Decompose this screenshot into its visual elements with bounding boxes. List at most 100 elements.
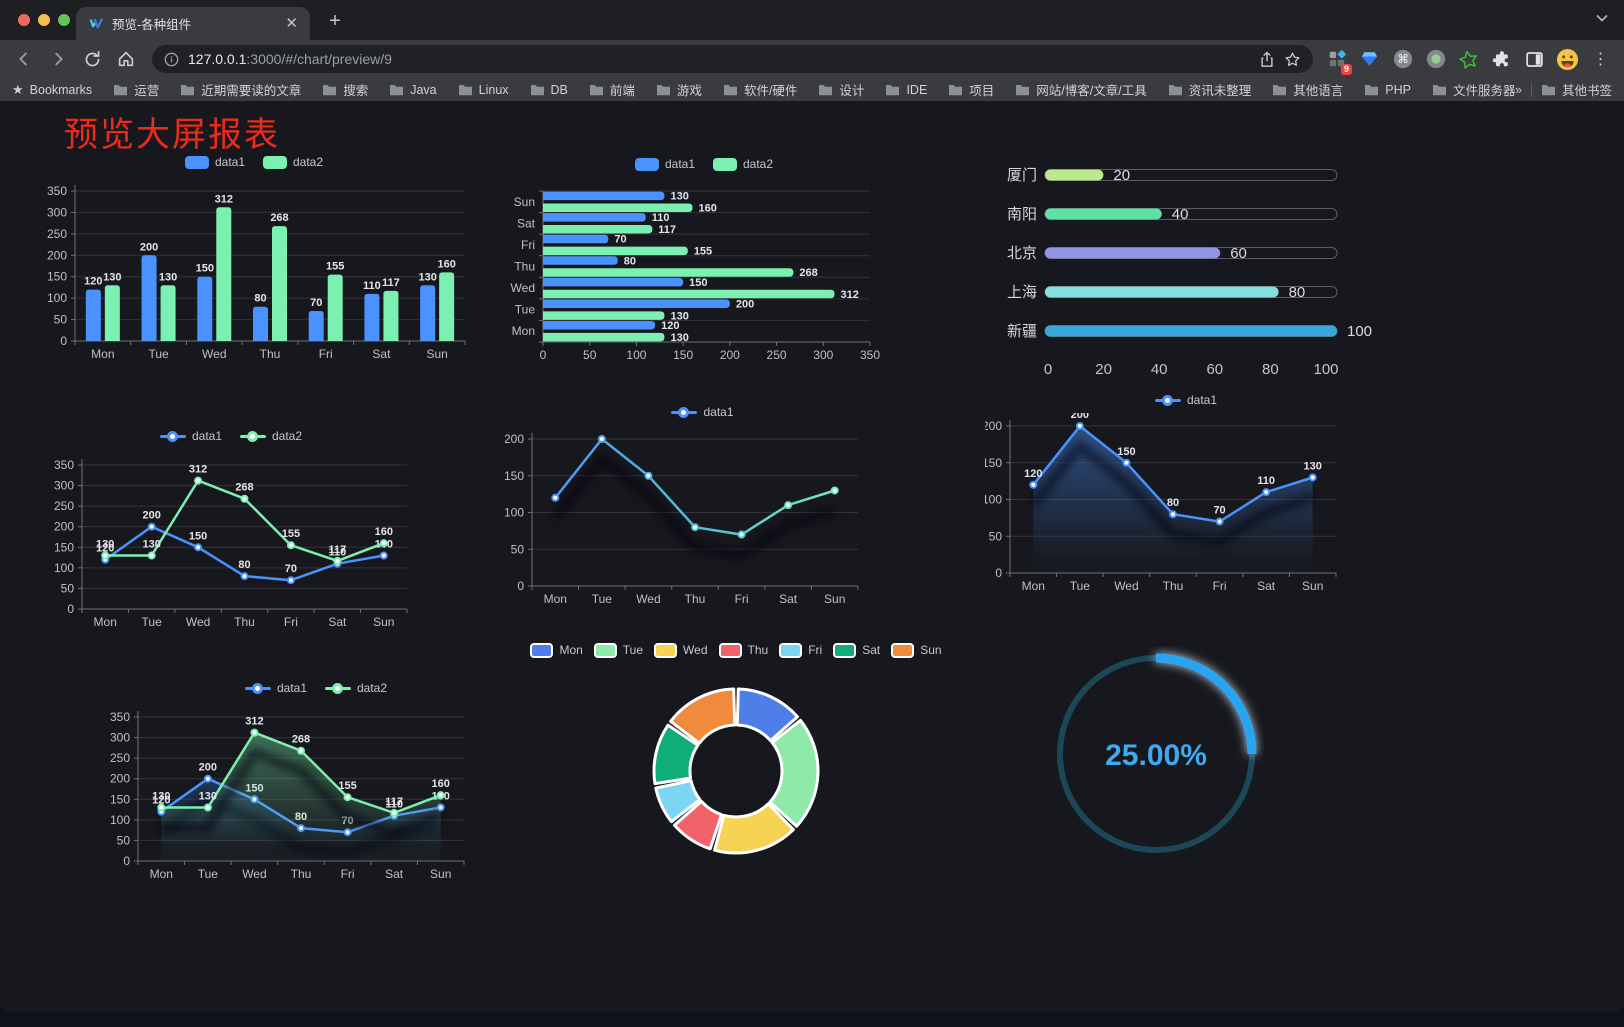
line-legend-marker-icon xyxy=(159,430,186,442)
bookmark-item[interactable]: 软件/硬件 xyxy=(723,80,797,99)
url-text[interactable]: 127.0.0.1:3000/#/chart/preview/9 xyxy=(188,51,1250,67)
svg-text:Sun: Sun xyxy=(373,615,394,629)
svg-text:150: 150 xyxy=(189,530,207,542)
legend-label: data1 xyxy=(1186,393,1218,407)
bookmarks-overflow-chevron[interactable]: » xyxy=(1515,82,1522,97)
chart-progress[interactable]: 厦门 20 南阳 40 北京 60 上海 80 新疆 100 0 20 40 60 80 100 xyxy=(995,159,1385,385)
chart-progress-canvas[interactable]: 厦门 20 南阳 40 北京 60 上海 80 新疆 100 0 20 40 60 80 100 xyxy=(995,159,1385,385)
green-star-extension-icon[interactable] xyxy=(1455,46,1482,73)
bookmark-item[interactable]: 搜索 xyxy=(322,80,368,99)
bookmark-item[interactable]: Linux xyxy=(458,83,509,97)
bar-legend-marker-icon xyxy=(184,155,209,169)
bookmark-item[interactable]: 运营 xyxy=(113,80,159,99)
gem-extension-icon[interactable] xyxy=(1356,46,1383,73)
bookmark-item[interactable]: 游戏 xyxy=(656,80,702,99)
svg-text:50: 50 xyxy=(989,529,1003,543)
chart-line-area-canvas[interactable]: 0 50 100 150 200 Mon Tue Wed Thu Fri Sat Sun 120 200 1… xyxy=(982,409,1387,597)
bookmark-item[interactable]: IDE xyxy=(885,83,927,97)
bookmark-item[interactable]: 资讯未整理 xyxy=(1168,80,1251,99)
bookmark-item[interactable]: Java xyxy=(389,83,437,97)
svg-text:160: 160 xyxy=(375,526,393,538)
legend-item-data2[interactable]: data2 xyxy=(325,681,387,695)
bookmark-star-icon[interactable] xyxy=(1284,51,1301,68)
bookmark-item[interactable]: 项目 xyxy=(948,80,994,99)
bookmark-item[interactable]: 文件服务器 xyxy=(1432,80,1515,99)
bookmark-item[interactable]: 设计 xyxy=(818,80,864,99)
chart-gauge[interactable]: 25.00% xyxy=(1048,646,1264,862)
chart-area-two-canvas[interactable]: 0 50 100 150 200 250 300 350 Mon Tue Wed Thu Fri Sat S… xyxy=(100,701,532,889)
chart-line-area[interactable]: data1 0 50 100 150 200 Mon Tue Wed Thu Fri Sat Sun 12… xyxy=(982,389,1387,599)
share-icon[interactable] xyxy=(1259,51,1275,68)
legend-item-data1[interactable]: data1 xyxy=(244,681,307,695)
legend-item-data2[interactable]: data2 xyxy=(713,157,773,171)
chart-line-gradient[interactable]: data1 0 50 100 150 200 Mon Tue Wed Thu Fri Sat Sun xyxy=(504,401,900,613)
close-window-button[interactable] xyxy=(18,14,30,26)
minimize-window-button[interactable] xyxy=(38,14,50,26)
legend-label: Fri xyxy=(808,643,823,657)
chart-line-two-canvas[interactable]: 0 50 100 150 200 250 300 350 Mon Tue Wed Thu Fri Sat S… xyxy=(42,449,420,637)
legend-item-Sun[interactable]: Sun xyxy=(891,642,942,658)
grid-extension-icon[interactable]: 9 xyxy=(1323,46,1352,75)
extensions-puzzle-icon[interactable] xyxy=(1488,46,1515,73)
bookmarks-manager[interactable]: ★ Bookmarks xyxy=(12,82,92,98)
chart-bar-grouped-canvas[interactable]: 0 50 100 150 200 250 300 350 Mon Tue Wed Thu Fri Sat S… xyxy=(38,175,470,363)
svg-text:250: 250 xyxy=(54,499,74,513)
folder-icon xyxy=(1016,85,1030,96)
home-button[interactable] xyxy=(110,43,142,75)
browser-tab[interactable]: 预览-各种组件 ✕ xyxy=(76,7,310,40)
bookmark-item[interactable]: 前端 xyxy=(589,80,635,99)
forward-button[interactable] xyxy=(42,43,74,75)
bookmark-item[interactable]: 网站/博客/文章/工具 xyxy=(1015,80,1147,99)
folder-icon xyxy=(323,85,337,96)
chart-area-two[interactable]: data1 data2 0 50 100 150 200 250 300 350 Mon Tue Wed… xyxy=(100,677,532,891)
bookmark-item[interactable]: 其他语言 xyxy=(1272,80,1343,99)
command-extension-icon[interactable]: ⌘ xyxy=(1389,46,1416,73)
legend-item-Fri[interactable]: Fri xyxy=(779,642,823,658)
side-panel-icon[interactable] xyxy=(1521,46,1548,73)
new-tab-button[interactable]: + xyxy=(329,9,341,32)
legend-item-data1[interactable]: data1 xyxy=(634,157,695,171)
svg-text:Wed: Wed xyxy=(242,867,266,881)
svg-text:100: 100 xyxy=(54,561,74,575)
chart-line-two[interactable]: data1 data2 0 50 100 150 200 250 300 350 Mon Tue Wed… xyxy=(42,425,420,637)
back-button[interactable] xyxy=(8,43,40,75)
legend-item-Wed[interactable]: Wed xyxy=(654,642,708,658)
legend-item-Sat[interactable]: Sat xyxy=(833,642,880,658)
chart-bar-horizontal[interactable]: data1 data2 0 50 100 150 200 250 300 350 Sun 130 160… xyxy=(505,153,903,365)
url-bar[interactable]: 127.0.0.1:3000/#/chart/preview/9 xyxy=(152,45,1313,73)
svg-text:70: 70 xyxy=(285,563,297,575)
legend-item-data1[interactable]: data1 xyxy=(159,429,222,443)
chart-bar-grouped[interactable]: data1 data2 0 50 100 150 200 250 300 350 Mon Tue Wed… xyxy=(38,151,470,365)
bookmark-item[interactable]: 近期需要读的文章 xyxy=(180,80,301,99)
chart-gauge-canvas[interactable]: 25.00% xyxy=(1048,646,1264,862)
bookmark-item[interactable]: PHP xyxy=(1364,83,1411,97)
folder-icon xyxy=(949,85,963,96)
other-bookmarks-folder[interactable]: 其他书签 xyxy=(1541,80,1612,99)
chart-donut-canvas[interactable] xyxy=(560,663,912,883)
chart-donut[interactable]: Mon Tue Wed Thu Fri Sat Sun xyxy=(530,639,942,889)
bookmark-label: 文件服务器 xyxy=(1452,84,1516,98)
tab-close-icon[interactable]: ✕ xyxy=(285,15,298,32)
green-dot-extension-icon[interactable] xyxy=(1422,46,1449,73)
site-info-icon[interactable] xyxy=(164,52,179,67)
profile-avatar-emoji[interactable] xyxy=(1554,46,1581,73)
legend-item-Thu[interactable]: Thu xyxy=(718,642,768,658)
chart-line-gradient-canvas[interactable]: 0 50 100 150 200 Mon Tue Wed Thu Fri Sat Sun xyxy=(504,425,900,611)
legend-item-data1[interactable]: data1 xyxy=(184,155,245,169)
browser-menu-icon[interactable]: ⋮ xyxy=(1592,51,1609,68)
zoom-window-button[interactable] xyxy=(58,14,70,26)
svg-text:Sat: Sat xyxy=(517,216,536,230)
legend-item-data1[interactable]: data1 xyxy=(671,405,734,419)
tab-search-chevron-icon[interactable] xyxy=(1596,10,1608,25)
reload-button[interactable] xyxy=(76,43,108,75)
legend-item-Tue[interactable]: Tue xyxy=(593,642,643,658)
legend-item-data2[interactable]: data2 xyxy=(263,155,323,169)
legend-item-data1[interactable]: data1 xyxy=(1154,393,1218,407)
bookmark-item[interactable]: DB xyxy=(530,83,568,97)
svg-text:Mon: Mon xyxy=(512,324,535,338)
svg-text:20: 20 xyxy=(1095,361,1112,378)
svg-text:160: 160 xyxy=(432,778,450,790)
legend-item-Mon[interactable]: Mon xyxy=(530,642,583,658)
legend-item-data2[interactable]: data2 xyxy=(240,429,302,443)
